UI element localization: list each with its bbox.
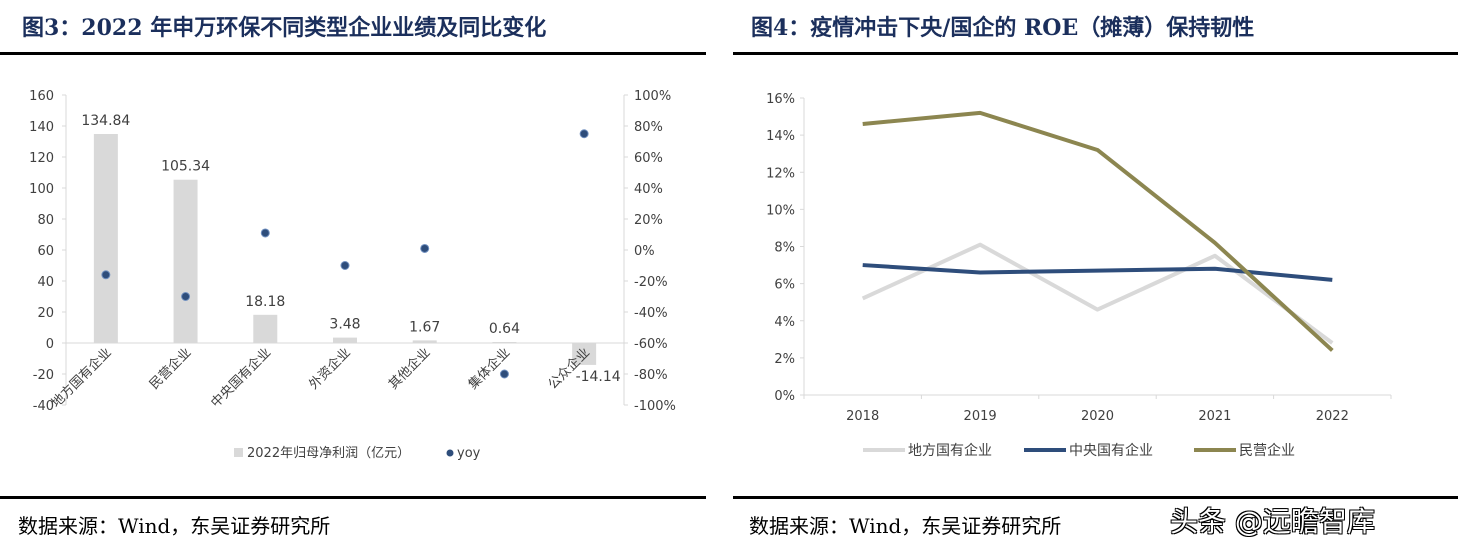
profit-bar <box>253 314 278 343</box>
legend-label: 地方国有企业 <box>908 442 992 459</box>
bar-data-label: 0.64 <box>489 321 520 337</box>
yoy-point <box>340 261 350 270</box>
bar-data-label: 3.48 <box>329 317 360 333</box>
x-tick-label: 2022 <box>1316 409 1349 424</box>
bar-data-label: 134.84 <box>81 113 130 129</box>
yoy-point <box>181 292 191 301</box>
profit-bar <box>412 340 437 343</box>
right-y-tick-label: -20% <box>634 275 668 290</box>
bar-data-label: -14.14 <box>576 369 621 385</box>
x-tick-label: 2021 <box>1198 409 1231 424</box>
right-y-tick-label: -40% <box>634 306 668 321</box>
yoy-point <box>579 129 589 139</box>
left-y-tick-label: 40 <box>37 275 54 290</box>
left-y-tick-label: -20 <box>33 368 54 383</box>
yoy-point <box>420 243 430 253</box>
profit-bar <box>173 179 198 343</box>
profit-bar <box>333 337 357 343</box>
legend-yoy-swatch <box>446 449 454 457</box>
series-line <box>862 110 1334 352</box>
left-y-tick-label: 160 <box>29 89 54 104</box>
y-tick-label: 0% <box>774 389 795 404</box>
y-tick-label: 10% <box>766 203 795 218</box>
bar-data-label: 18.18 <box>245 294 285 310</box>
series-line <box>862 263 1333 282</box>
left-y-tick-label: 100 <box>29 182 54 197</box>
x-category-label: 地方国有企业 <box>48 345 114 411</box>
x-category-label: 其他企业 <box>385 345 433 393</box>
right-y-tick-label: -60% <box>634 337 668 352</box>
x-category-label: 民营企业 <box>146 345 194 393</box>
legend-bar-swatch <box>234 448 243 457</box>
left-y-tick-label: 120 <box>29 151 54 166</box>
x-tick-label: 2018 <box>846 409 879 424</box>
left-y-tick-label: -40 <box>33 399 54 414</box>
left-figure-title: 图3：2022 年申万环保不同类型企业业绩及同比变化 <box>22 15 547 41</box>
x-tick-label: 2020 <box>1081 409 1114 424</box>
yoy-point <box>499 369 509 379</box>
x-category-label: 中央国有企业 <box>208 345 274 411</box>
y-tick-label: 12% <box>766 166 795 181</box>
left-figure-panel: 图3：2022 年申万环保不同类型企业业绩及同比变化 -40 -20 0 20 40 60… <box>0 0 706 551</box>
yoy-point <box>101 270 111 280</box>
x-category-label: 外资企业 <box>306 345 354 393</box>
right-y-tick-label: 40% <box>634 182 663 197</box>
y-tick-label: 4% <box>774 315 795 330</box>
right-line-chart: 0% 2% 4% 6% 8% 10% 12% 14% 16% 2018 2019 2020 2021 20… <box>766 92 1392 459</box>
right-y-tick-label: 60% <box>634 151 663 166</box>
x-tick-label: 2019 <box>964 409 997 424</box>
left-bar-scatter-chart: -40 -20 0 20 40 60 80 100 120 140 160 -100% -80% -60%… <box>29 89 676 461</box>
left-y-tick-label: 20 <box>37 306 54 321</box>
left-y-tick-label: 0 <box>46 337 54 352</box>
left-source-rule <box>0 496 706 499</box>
y-tick-label: 6% <box>774 278 795 293</box>
right-y-tick-label: 80% <box>634 120 663 135</box>
left-y-tick-label: 140 <box>29 120 54 135</box>
x-category-label: 集体企业 <box>465 345 513 393</box>
profit-bar <box>572 343 597 365</box>
legend-label: 中央国有企业 <box>1069 442 1153 459</box>
y-tick-label: 14% <box>766 129 795 144</box>
legend-label: 民营企业 <box>1239 442 1295 459</box>
right-figure-panel: 图4：疫情冲击下央/国企的 ROE（摊薄）保持韧性 0% 2% 4% 6% 8% 10% 1… <box>733 0 1458 551</box>
left-title-rule <box>0 52 706 55</box>
bar-data-label: 1.67 <box>409 319 440 335</box>
legend-yoy-label: yoy <box>457 446 481 461</box>
right-y-tick-label: 100% <box>634 89 671 104</box>
left-source-note: 数据来源：Wind，东吴证券研究所 <box>18 514 331 538</box>
watermark: 头条 @远瞻智库 <box>1170 505 1375 538</box>
right-figure-title: 图4：疫情冲击下央/国企的 ROE（摊薄）保持韧性 <box>751 15 1255 41</box>
right-y-tick-label: 20% <box>634 213 663 228</box>
y-tick-label: 8% <box>774 241 795 256</box>
right-y-tick-label: -100% <box>634 399 676 414</box>
profit-bar <box>93 133 118 343</box>
right-y-tick-label: 0% <box>634 244 655 259</box>
left-y-tick-label: 60 <box>37 244 54 259</box>
left-y-tick-label: 80 <box>37 213 54 228</box>
right-source-note: 数据来源：Wind，东吴证券研究所 <box>749 514 1062 538</box>
series-line <box>861 242 1334 345</box>
profit-bar <box>492 342 517 343</box>
y-tick-label: 2% <box>774 352 795 367</box>
right-title-rule <box>733 52 1458 55</box>
yoy-point <box>260 228 270 238</box>
right-source-rule <box>733 496 1458 499</box>
legend-bar-label: 2022年归母净利润（亿元） <box>247 446 410 461</box>
y-tick-label: 16% <box>766 92 795 107</box>
right-y-tick-label: -80% <box>634 368 668 383</box>
bar-data-label: 105.34 <box>161 159 210 175</box>
